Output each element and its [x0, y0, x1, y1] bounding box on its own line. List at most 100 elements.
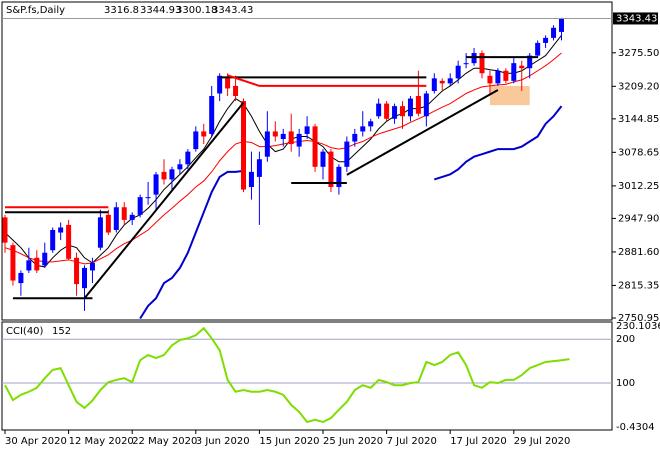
y-tick-label: 3275.50: [618, 48, 659, 59]
high-value: 3344.93: [140, 5, 181, 16]
price-panel: [1, 1, 613, 321]
cci-line: [4, 326, 570, 424]
trend-line: [83, 101, 245, 299]
candle-body: [431, 78, 437, 91]
candle-body: [74, 257, 80, 285]
candle-body: [82, 267, 87, 289]
candle-body: [58, 227, 64, 233]
low-value: 3300.18: [176, 5, 217, 16]
candle-body: [193, 131, 199, 150]
cci-value: 152: [52, 326, 71, 337]
y-tick-label: 230.1036: [616, 321, 660, 332]
candle-body: [137, 197, 143, 215]
candle-body: [344, 141, 350, 167]
y-tick-label: 2881.60: [618, 247, 659, 258]
candle-body: [34, 257, 40, 271]
candle-body: [407, 98, 413, 117]
y-tick-label: 100: [616, 378, 635, 389]
candle-body: [153, 174, 159, 195]
y-tick-label: -0.4304: [616, 422, 655, 433]
candle-body: [455, 65, 461, 79]
zone: [489, 85, 530, 106]
x-tick-label: 29 Jul 2020: [514, 436, 571, 447]
candle-body: [543, 37, 549, 43]
candle-body: [551, 27, 557, 38]
candle-body: [511, 63, 517, 81]
candle-body: [66, 224, 72, 259]
candle-body: [400, 106, 405, 117]
candle-body: [495, 70, 501, 84]
candle-body: [201, 131, 207, 137]
x-tick-label: 7 Jul 2020: [387, 436, 437, 447]
y-tick-label: 2750.95: [618, 313, 659, 324]
candle-body: [296, 133, 302, 147]
candle-body: [280, 133, 286, 139]
candle-body: [217, 75, 223, 94]
candle-body: [376, 103, 382, 117]
candle-body: [527, 55, 533, 69]
x-tick-label: 17 Jul 2020: [450, 436, 507, 447]
candle-body: [328, 151, 334, 188]
candle-body: [463, 63, 469, 65]
candle-body: [97, 217, 103, 248]
x-tick-label: 15 Jun 2020: [259, 436, 319, 447]
candle-body: [415, 96, 421, 114]
candle-body: [177, 164, 183, 170]
close-value: 3343.43: [212, 5, 253, 16]
candle-body: [320, 151, 326, 167]
candle-body: [336, 166, 342, 188]
candle-body: [248, 171, 254, 188]
candle-body: [392, 106, 398, 119]
candle-body: [264, 131, 270, 157]
candle-body: [559, 18, 564, 32]
y-tick-label: 3012.25: [618, 181, 659, 192]
candle-body: [113, 207, 119, 230]
candle-body: [169, 169, 175, 180]
trend-line: [346, 89, 499, 176]
candle-body: [479, 53, 485, 74]
symbol-title: S&P.fs,Daily: [6, 5, 65, 16]
x-tick-label: 30 Apr 2020: [5, 436, 67, 447]
candle-body: [209, 96, 215, 134]
x-tick-label: 3 Jun 2020: [196, 436, 250, 447]
y-tick-label: 3209.20: [618, 81, 659, 92]
y-tick-label: 3078.65: [618, 147, 659, 158]
x-tick-label: 25 Jun 2020: [323, 436, 383, 447]
candle-body: [233, 85, 239, 97]
candle-body: [535, 42, 541, 56]
last-price-label: 3343.43: [616, 13, 657, 24]
candle-body: [519, 65, 525, 69]
candle-body: [423, 93, 429, 117]
cci-panel: [1, 321, 613, 431]
y-tick-label: 2815.35: [618, 280, 659, 291]
y-tick-label: 2947.90: [618, 213, 659, 224]
candle-body: [447, 78, 453, 84]
moving-average: [139, 105, 563, 320]
candle-body: [256, 159, 262, 177]
candle-body: [161, 171, 167, 180]
candle-body: [384, 103, 390, 119]
candle-body: [241, 101, 246, 190]
y-tick-label: 200: [616, 334, 635, 345]
candle-body: [89, 262, 95, 271]
candle-body: [439, 80, 445, 84]
moving-average: [4, 35, 562, 268]
candle-body: [503, 70, 509, 81]
candle-body: [288, 131, 294, 145]
x-tick-label: 22 May 2020: [132, 436, 197, 447]
candle-body: [272, 131, 278, 137]
x-tick-label: 12 May 2020: [69, 436, 134, 447]
candle-body: [26, 260, 32, 271]
candle-body: [2, 217, 8, 243]
candle-body: [50, 229, 56, 251]
open-value: 3316.8: [104, 5, 139, 16]
candle-body: [360, 126, 366, 132]
last-price-box: [613, 12, 658, 25]
cci-title: CCI(40): [6, 326, 44, 337]
candle-body: [129, 214, 135, 220]
candle-body: [304, 126, 310, 134]
candle-body: [185, 151, 191, 165]
candle-body: [18, 272, 24, 284]
y-tick-label: 3144.85: [618, 114, 659, 125]
